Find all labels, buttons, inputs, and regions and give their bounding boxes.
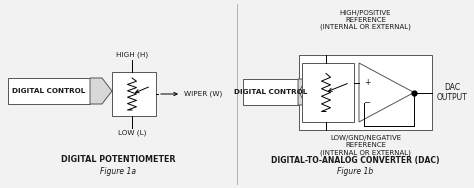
Text: DIGITAL CONTROL: DIGITAL CONTROL [12,88,86,94]
Text: LOW/GND/NEGATIVE
REFERENCE
(INTERNAL OR EXTERNAL): LOW/GND/NEGATIVE REFERENCE (INTERNAL OR … [320,135,411,155]
Text: DIGITAL-TO-ANALOG CONVERTER (DAC): DIGITAL-TO-ANALOG CONVERTER (DAC) [271,155,439,164]
Text: HIGH (H): HIGH (H) [116,52,148,58]
Text: WIPER (W): WIPER (W) [184,91,222,97]
Polygon shape [359,63,414,122]
Polygon shape [90,78,112,104]
Bar [112,72,156,116]
Text: Figure 1b: Figure 1b [337,168,373,177]
Text: DAC
OUTPUT: DAC OUTPUT [437,83,468,102]
Text: HIGH/POSITIVE
REFERENCE
(INTERNAL OR EXTERNAL): HIGH/POSITIVE REFERENCE (INTERNAL OR EXT… [320,10,411,30]
Text: −: − [364,98,371,107]
Text: DIGITAL CONTROL: DIGITAL CONTROL [234,89,307,95]
Text: Figure 1a: Figure 1a [100,168,136,177]
Polygon shape [298,79,306,105]
Bar [299,55,432,130]
Text: LOW (L): LOW (L) [118,130,146,136]
Bar [302,63,354,122]
Bar [243,79,298,105]
Text: +: + [364,78,370,87]
Text: DIGITAL POTENTIOMETER: DIGITAL POTENTIOMETER [61,155,175,164]
Bar [8,78,90,104]
